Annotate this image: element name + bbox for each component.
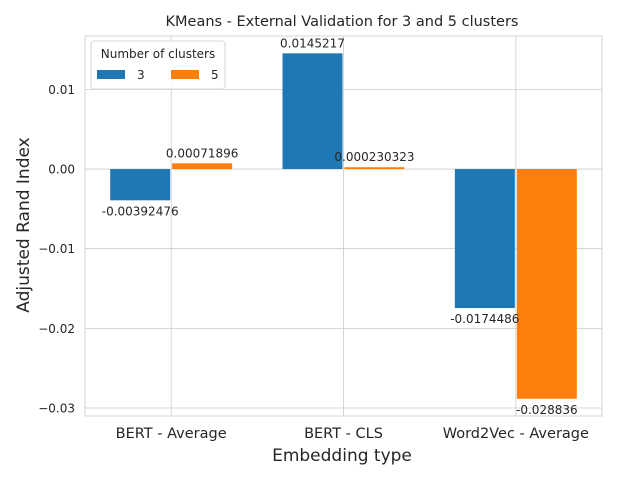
legend-title: Number of clusters: [101, 47, 215, 61]
legend-swatch-5: [171, 70, 199, 79]
legend-label-3: 3: [137, 68, 145, 82]
y-axis-ticks: 0.01 0.00 −0.01 −0.02 −0.03: [38, 83, 75, 416]
legend-label-5: 5: [211, 68, 219, 82]
data-label: -0.00392476: [102, 204, 179, 218]
y-axis-title: Adjusted Rand Index: [14, 137, 34, 312]
data-label: -0.0174486: [450, 312, 519, 326]
bar-series-5-0: [172, 163, 233, 170]
grid: [84, 35, 603, 417]
y-tick-label: 0.00: [48, 163, 75, 177]
bar-series-3-1: [282, 53, 343, 170]
data-label: 0.0145217: [280, 36, 345, 50]
y-tick-label: −0.01: [38, 242, 75, 256]
legend: Number of clusters 3 5: [90, 40, 226, 90]
x-axis-ticks: BERT - Average BERT - CLS Word2Vec - Avera…: [116, 426, 589, 442]
y-tick-label: 0.01: [48, 83, 75, 97]
bar-series-3-2: [454, 169, 515, 309]
x-tick-label: Word2Vec - Average: [443, 426, 589, 442]
data-labels: -0.00392476 0.00071896 0.0145217 0.00023032…: [102, 36, 578, 416]
y-tick-label: −0.02: [38, 322, 75, 336]
x-tick-label: BERT - Average: [116, 426, 227, 442]
x-axis-title: Embedding type: [272, 446, 412, 466]
bar-series-3-0: [110, 169, 171, 201]
data-label: 0.000230323: [334, 150, 414, 164]
data-label: 0.00071896: [166, 146, 239, 160]
bar-series-5-2: [516, 169, 577, 399]
bars: [110, 53, 577, 399]
bar-series-5-1: [344, 167, 405, 170]
legend-swatch-3: [97, 70, 125, 79]
y-tick-label: −0.03: [38, 402, 75, 416]
chart-title: KMeans - External Validation for 3 and 5…: [166, 14, 519, 30]
data-label: -0.028836: [516, 403, 578, 417]
x-tick-label: BERT - CLS: [304, 426, 383, 442]
